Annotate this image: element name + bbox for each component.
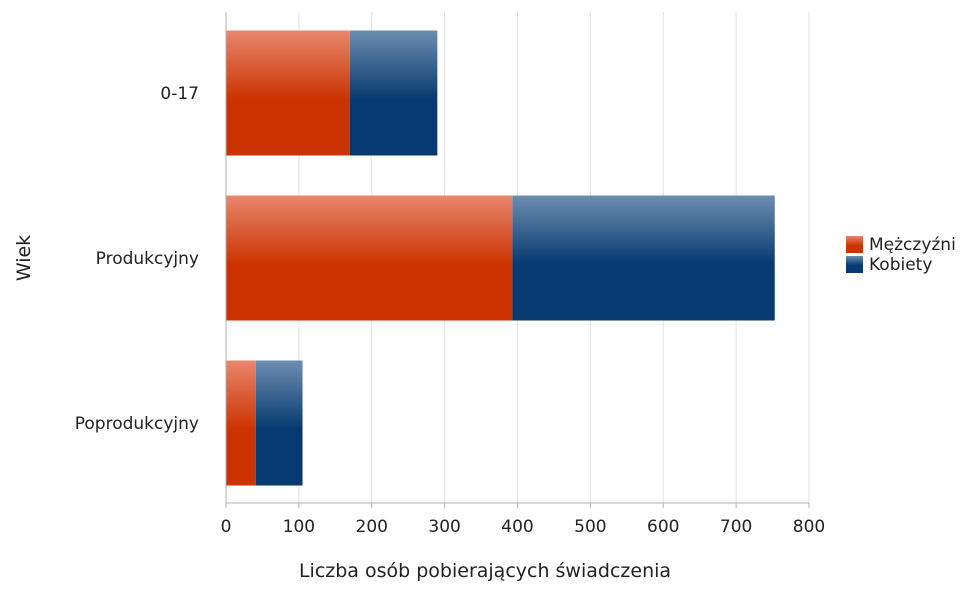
y-axis-title: Wiek xyxy=(13,235,35,281)
x-tick-label: 200 xyxy=(356,517,388,537)
legend-swatch-men xyxy=(846,236,863,253)
bar-women-2 xyxy=(255,360,303,486)
x-tick-label: 500 xyxy=(574,517,606,537)
y-category-label: Produkcyjny xyxy=(96,249,199,269)
y-category-label: 0-17 xyxy=(160,84,199,104)
legend-swatch-women xyxy=(846,256,863,273)
x-tick-label: 700 xyxy=(720,517,752,537)
x-tick-label: 100 xyxy=(283,517,315,537)
x-tick-label: 800 xyxy=(793,517,825,537)
x-tick-label: 600 xyxy=(647,517,679,537)
bar-men-1 xyxy=(226,195,513,321)
axis-labels: 0 100 200 300 400 500 600 700 800 0-17 Produkcyjny… xyxy=(75,84,825,537)
y-category-label: Poprodukcyjny xyxy=(75,414,199,434)
bar-men-2 xyxy=(226,360,256,486)
bar-men-0 xyxy=(226,30,350,156)
axes xyxy=(225,12,810,508)
legend-label-men: Mężczyźni xyxy=(869,235,956,255)
x-axis-title: Liczba osób pobierających świadczenia xyxy=(299,560,671,582)
x-tick-label: 400 xyxy=(501,517,533,537)
x-tick-label: 0 xyxy=(221,517,232,537)
bars xyxy=(226,30,775,486)
bar-women-1 xyxy=(512,195,775,321)
legend-label-women: Kobiety xyxy=(869,255,932,275)
bar-women-0 xyxy=(349,30,438,156)
x-tick-label: 300 xyxy=(428,517,460,537)
